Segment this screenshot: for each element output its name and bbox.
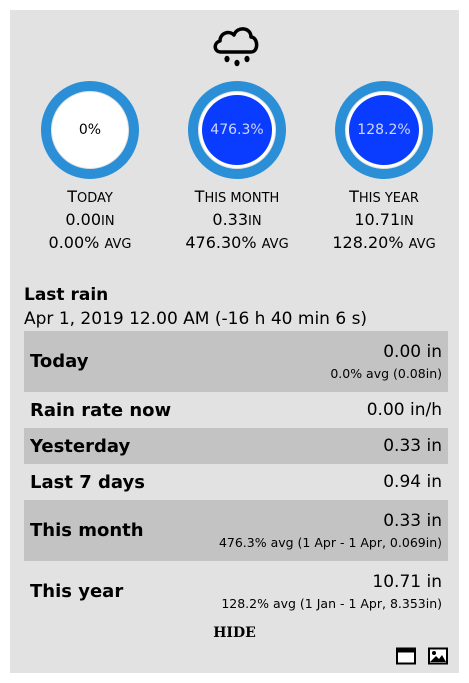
row-value: 0.33 in [383, 436, 442, 456]
year-gauge: 128.2% [334, 80, 434, 180]
today-stats: TODAY 0.00IN 0.00% AVG [15, 186, 165, 255]
year-caption: THIS YEAR [349, 187, 419, 206]
today-gauge-percent: 0% [78, 122, 102, 138]
row-label: Rain rate now [30, 399, 172, 421]
year-average: 128.20% AVG [332, 233, 436, 252]
row-label: This month [30, 520, 144, 541]
row-label: This year [30, 581, 124, 602]
row-value: 0.94 in [383, 472, 442, 492]
today-average: 0.00% AVG [48, 233, 132, 252]
row-value: 0.00 in [383, 342, 442, 362]
month-stats: THIS MONTH 0.33IN 476.30% AVG [162, 186, 312, 255]
last-rain-value: Apr 1, 2019 12.00 AM (-16 h 40 min 6 s) [24, 309, 368, 329]
year-gauge-percent: 128.2% [357, 122, 411, 138]
row-subtext: 476.3% avg (1 Apr - 1 Apr, 0.069in) [218, 535, 442, 550]
row-value: 10.71 in [372, 572, 442, 592]
rain-cloud-icon [213, 27, 259, 67]
row-label: Today [30, 351, 89, 372]
month-gauge: 476.3% [187, 80, 287, 180]
last-rain-title: Last rain [24, 285, 109, 305]
row-subtext: 0.0% avg (0.08in) [330, 366, 442, 381]
row-label: Yesterday [30, 435, 131, 457]
hide-button[interactable]: HIDE [213, 625, 256, 641]
today-caption: TODAY [67, 187, 113, 206]
row-this-month: This month 0.33 in 476.3% avg (1 Apr - 1… [24, 500, 448, 561]
today-gauge: 0% [40, 80, 140, 180]
row-value: 0.33 in [383, 511, 442, 531]
row-today: Today 0.00 in 0.0% avg (0.08in) [24, 331, 448, 392]
row-this-year: This year 10.71 in 128.2% avg (1 Jan - 1… [24, 561, 448, 622]
window-icon[interactable] [396, 647, 416, 665]
month-caption: THIS MONTH [194, 187, 280, 206]
row-yesterday: Yesterday 0.33 in [24, 428, 448, 464]
image-icon[interactable] [428, 647, 448, 665]
row-last-7-days: Last 7 days 0.94 in [24, 464, 448, 500]
row-label: Last 7 days [30, 471, 145, 493]
year-amount: 10.71IN [354, 210, 414, 229]
row-value: 0.00 in/h [366, 400, 442, 420]
month-amount: 0.33IN [212, 210, 262, 229]
row-subtext: 128.2% avg (1 Jan - 1 Apr, 8.353in) [221, 596, 442, 611]
month-gauge-percent: 476.3% [210, 122, 264, 138]
rain-panel: 0% 476.3% 128.2% TODAY 0.00IN 0.00% AVG … [10, 10, 459, 673]
today-amount: 0.00IN [65, 210, 115, 229]
year-stats: THIS YEAR 10.71IN 128.20% AVG [309, 186, 459, 255]
month-average: 476.30% AVG [185, 233, 289, 252]
row-rain-rate: Rain rate now 0.00 in/h [24, 392, 448, 428]
